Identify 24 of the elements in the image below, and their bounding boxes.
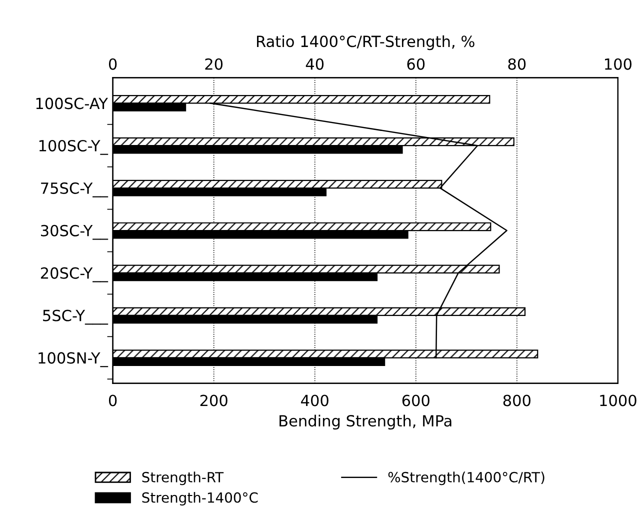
x-tick-label: 0 <box>108 394 117 406</box>
x2-tick-label: 60 <box>407 58 425 70</box>
x-tick-label: 400 <box>301 394 328 406</box>
x-tick-label: 800 <box>503 394 530 406</box>
y-tick-label: 5SC-Y___ <box>43 310 108 325</box>
x-axis-title: Bending Strength, MPa <box>280 414 452 430</box>
x-tick-label: 200 <box>200 394 228 406</box>
x-tick-label: 1000 <box>600 394 636 406</box>
x2-tick-label: 40 <box>306 58 324 70</box>
x-tick-label: 600 <box>402 394 430 406</box>
x2-tick-label: 80 <box>508 58 526 70</box>
legend-label: Strength-RT <box>142 472 224 486</box>
y-tick-label: 30SC-Y__ <box>41 224 108 240</box>
legend-label: Strength-1400°C <box>142 492 258 506</box>
y-tick-label: 100SC-AY <box>36 98 108 110</box>
legend-label: %Strength(1400°C/RT) <box>388 472 544 486</box>
x2-tick-label: 100 <box>605 58 632 70</box>
y-tick-label: 100SN-Y_ <box>38 352 108 368</box>
x2-tick-label: 0 <box>108 58 117 70</box>
x2-axis-title: Ratio 1400°C/RT-Strength, % <box>257 35 474 50</box>
y-tick-label: 20SC-Y__ <box>40 267 108 282</box>
x2-tick-label: 20 <box>205 58 223 70</box>
y-tick-label: 100SC-Y_ <box>39 140 108 155</box>
y-tick-label: 75SC-Y__ <box>41 182 108 198</box>
